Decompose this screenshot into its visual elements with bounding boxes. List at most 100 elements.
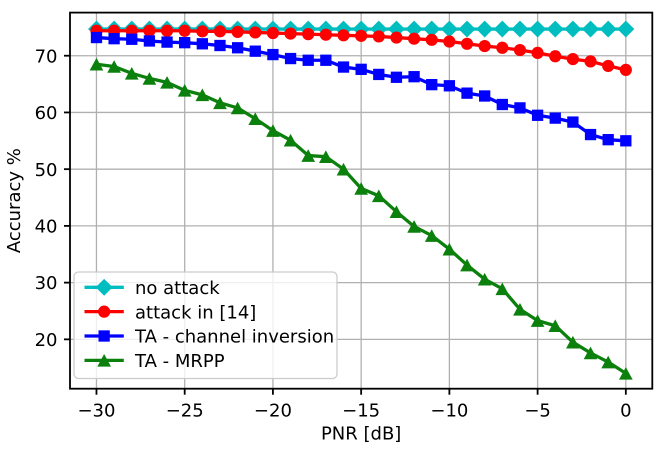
marker-triangle-up — [424, 229, 439, 242]
y-tick-label: 60 — [35, 103, 58, 124]
marker-circle — [460, 37, 474, 50]
marker-circle — [196, 25, 209, 38]
marker-diamond — [440, 20, 458, 38]
marker-triangle-up — [389, 205, 404, 219]
marker-diamond — [617, 20, 635, 38]
marker-triangle-up — [601, 355, 616, 369]
marker-square — [355, 63, 367, 75]
marker-diamond — [95, 278, 113, 296]
marker-circle — [337, 29, 350, 42]
marker-square — [161, 36, 173, 48]
series-attack-in-14- — [90, 24, 632, 76]
marker-triangle-up — [618, 367, 633, 380]
marker-circle — [355, 29, 368, 42]
marker-square — [90, 31, 103, 44]
y-tick-label: 40 — [35, 216, 58, 237]
marker-circle — [407, 32, 421, 45]
marker-circle — [531, 46, 544, 59]
marker-square — [602, 134, 614, 146]
marker-diamond — [493, 20, 511, 38]
marker-circle — [584, 55, 597, 68]
marker-triangle-up — [89, 57, 104, 71]
marker-square — [514, 102, 526, 114]
marker-triangle-up — [124, 66, 139, 80]
marker-square — [196, 38, 208, 50]
marker-square — [267, 48, 279, 61]
marker-triangle-up — [213, 96, 227, 110]
marker-triangle-up — [530, 314, 545, 327]
marker-triangle-up — [407, 220, 421, 233]
series-ta-mrpp — [89, 57, 633, 380]
marker-square — [214, 39, 226, 52]
marker-square — [231, 42, 244, 54]
marker-triangle-up — [371, 189, 386, 203]
legend-item-2: TA - channel inversion — [84, 327, 334, 348]
marker-square — [390, 71, 403, 83]
x-tick-label: −25 — [166, 400, 204, 421]
x-tick-label: −15 — [342, 400, 380, 421]
marker-triangle-up — [248, 112, 263, 125]
marker-square — [531, 109, 544, 121]
marker-square — [496, 98, 508, 111]
marker-triangle-up — [142, 72, 157, 85]
legend-item-0: no attack — [84, 278, 220, 299]
legend: no attack attack in [14] TA - channel inve… — [73, 271, 338, 380]
x-tick-label: 0 — [620, 400, 631, 421]
marker-circle — [602, 59, 615, 73]
marker-circle — [178, 24, 191, 37]
marker-diamond — [423, 20, 441, 38]
marker-square — [320, 54, 332, 66]
marker-circle — [390, 31, 403, 44]
y-tick-label: 20 — [35, 330, 58, 351]
marker-square — [179, 37, 191, 49]
marker-triangle-up — [230, 101, 245, 115]
marker-square — [567, 116, 579, 128]
marker-triangle-up — [354, 182, 368, 195]
marker-triangle-up — [319, 150, 333, 163]
x-tick-label: −20 — [254, 400, 292, 421]
marker-triangle-up — [195, 88, 210, 102]
legend-label: TA - MRPP — [134, 351, 225, 372]
marker-triangle-up — [301, 149, 316, 162]
marker-square — [461, 87, 473, 99]
marker-triangle-up — [97, 354, 111, 367]
marker-triangle-up — [548, 319, 563, 333]
legend-item-3: TA - MRPP — [84, 351, 225, 372]
y-tick-label: 70 — [35, 46, 58, 67]
marker-circle — [443, 35, 456, 48]
marker-diamond — [582, 20, 599, 38]
legend-label: attack in [14] — [135, 302, 256, 323]
marker-square — [479, 90, 491, 102]
y-tick-label: 50 — [35, 160, 58, 181]
marker-circle — [566, 53, 579, 66]
marker-square — [249, 45, 261, 57]
marker-triangle-up — [442, 242, 457, 256]
marker-circle — [513, 43, 527, 57]
marker-triangle-up — [336, 162, 351, 176]
marker-diamond — [405, 20, 423, 38]
x-axis-label: PNR [dB] — [321, 423, 401, 444]
marker-diamond — [546, 20, 564, 38]
marker-triangle-up — [460, 258, 474, 272]
marker-triangle-up — [177, 84, 192, 97]
marker-square — [620, 135, 632, 147]
legend-label: no attack — [135, 278, 220, 299]
marker-triangle-up — [566, 335, 580, 349]
marker-square — [373, 68, 385, 81]
marker-circle — [98, 305, 111, 318]
marker-square — [108, 33, 120, 45]
marker-diamond — [564, 20, 582, 38]
marker-square — [549, 112, 561, 124]
marker-circle — [266, 26, 280, 40]
marker-circle — [160, 24, 174, 37]
series-ta-channel-inversion — [90, 31, 632, 147]
marker-square — [143, 35, 156, 47]
legend-label: TA - channel inversion — [134, 327, 334, 348]
y-tick-label: 30 — [35, 273, 58, 294]
marker-square — [584, 128, 597, 141]
y-axis-label: Accuracy % — [4, 148, 25, 253]
marker-triangle-up — [495, 282, 510, 296]
x-tick-label: −10 — [430, 400, 468, 421]
marker-square — [426, 78, 438, 91]
